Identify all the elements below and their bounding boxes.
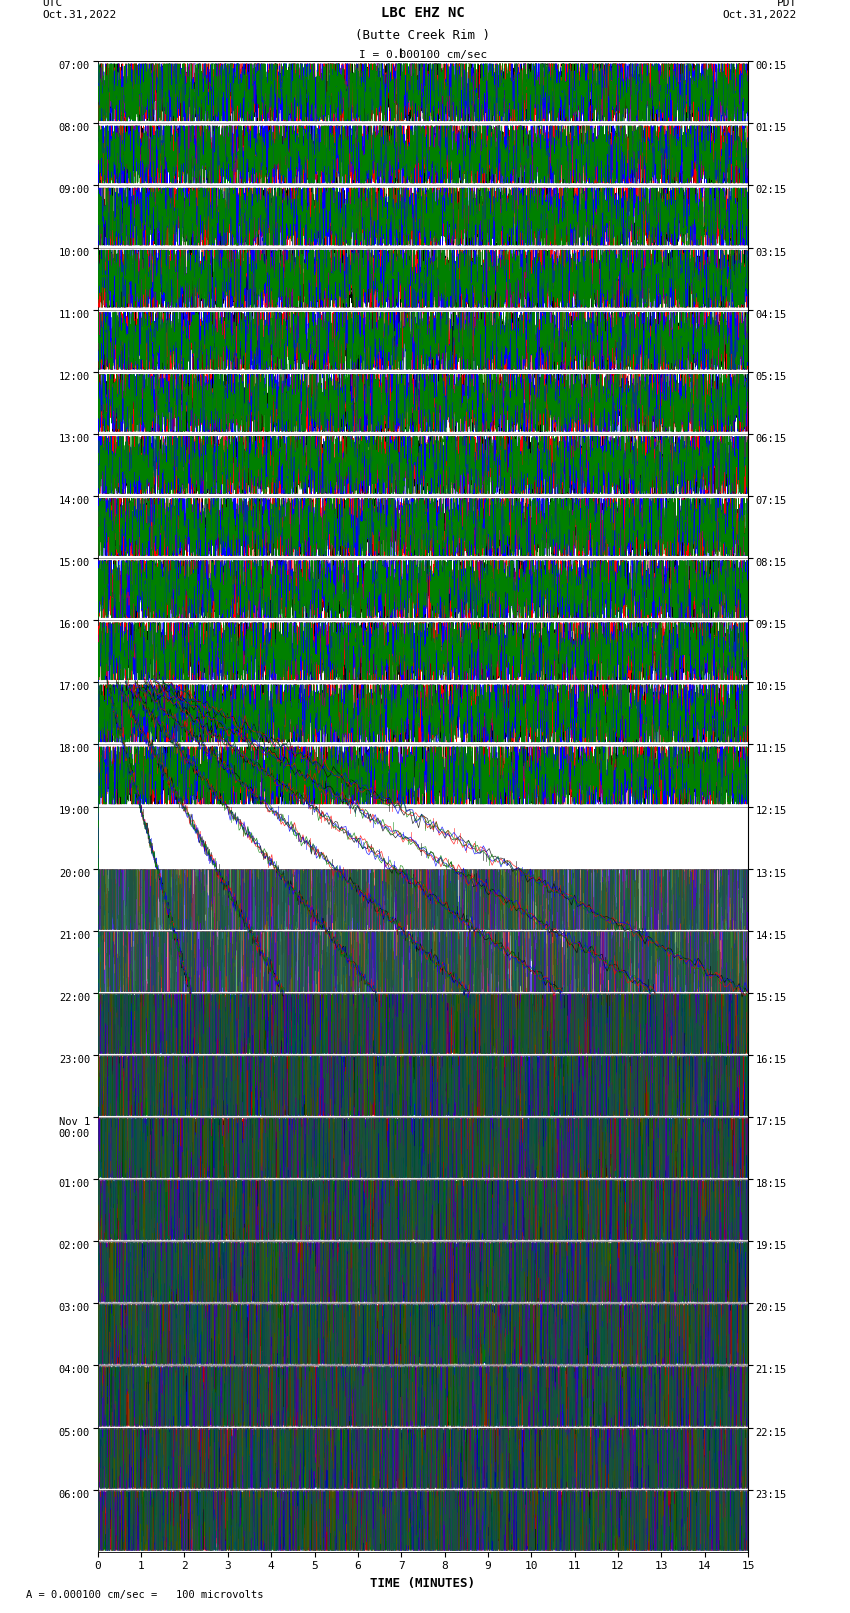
Text: (Butte Creek Rim ): (Butte Creek Rim ) <box>355 29 490 42</box>
Text: UTC
Oct.31,2022: UTC Oct.31,2022 <box>42 0 116 19</box>
X-axis label: TIME (MINUTES): TIME (MINUTES) <box>371 1578 475 1590</box>
Text: PDT
Oct.31,2022: PDT Oct.31,2022 <box>722 0 796 19</box>
Text: I = 0.000100 cm/sec: I = 0.000100 cm/sec <box>359 50 487 60</box>
Bar <box>98 931 748 994</box>
Text: LBC EHZ NC: LBC EHZ NC <box>381 5 465 19</box>
Text: A = 0.000100 cm/sec =   100 microvolts: A = 0.000100 cm/sec = 100 microvolts <box>26 1590 263 1600</box>
Bar <box>98 868 748 931</box>
Bar <box>98 806 748 868</box>
